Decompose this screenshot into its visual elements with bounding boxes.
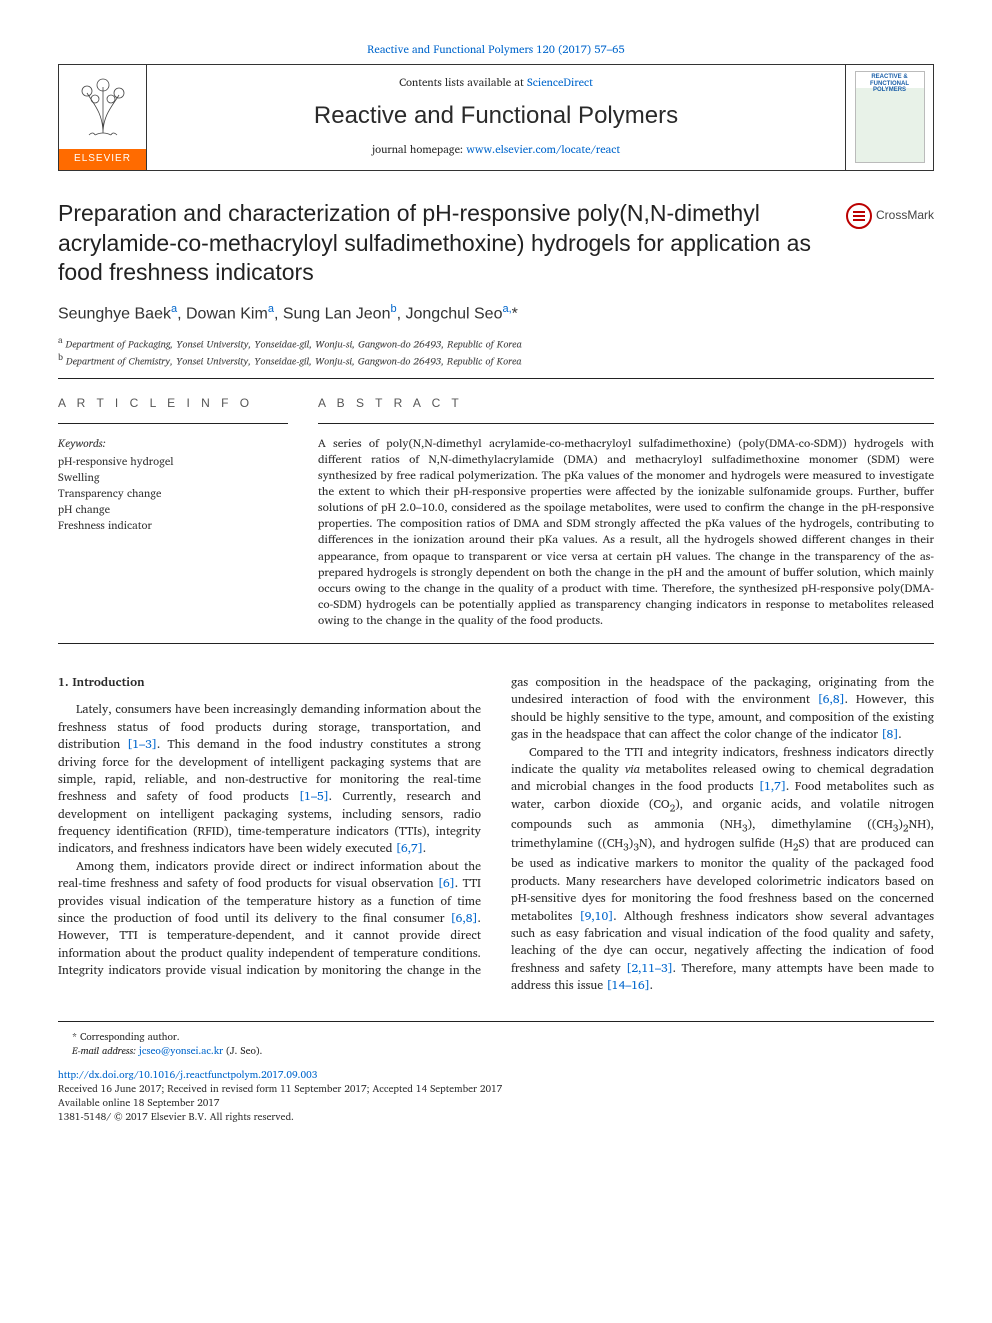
citation-ref[interactable]: [1–5] bbox=[299, 787, 329, 806]
email-label: E-mail address: bbox=[72, 1043, 139, 1059]
email-attrib: (J. Seo). bbox=[223, 1043, 262, 1059]
contents-line: Contents lists available at ScienceDirec… bbox=[159, 75, 833, 91]
received-line: Received 16 June 2017; Received in revis… bbox=[58, 1082, 934, 1096]
cover-thumb-block: REACTIVE & FUNCTIONAL POLYMERS bbox=[845, 65, 933, 170]
issn-copyright: 1381-5148/ © 2017 Elsevier B.V. All righ… bbox=[58, 1110, 934, 1124]
divider bbox=[318, 423, 934, 424]
authors-line: Seunghye Baeka, Dowan Kima, Sung Lan Jeo… bbox=[58, 302, 934, 326]
journal-header: ELSEVIER Contents lists available at Sci… bbox=[58, 64, 934, 171]
body-paragraph: Compared to the TTI and integrity indica… bbox=[511, 744, 934, 995]
citation-ref[interactable]: [6,8] bbox=[451, 909, 478, 928]
divider bbox=[58, 378, 934, 379]
elsevier-tree-icon bbox=[73, 73, 133, 139]
corr-email-link[interactable]: jcseo@yonsei.ac.kr bbox=[139, 1043, 223, 1059]
affiliations: a Department of Packaging, Yonsei Univer… bbox=[58, 334, 934, 369]
citation-ref[interactable]: [1–3] bbox=[127, 735, 157, 754]
journal-cover-icon: REACTIVE & FUNCTIONAL POLYMERS bbox=[855, 71, 925, 163]
publisher-label: ELSEVIER bbox=[59, 149, 146, 170]
keywords-label: Keywords: bbox=[58, 436, 288, 452]
homepage-line: journal homepage: www.elsevier.com/locat… bbox=[159, 142, 833, 158]
keyword: Freshness indicator bbox=[58, 518, 288, 534]
citation-ref[interactable]: [8] bbox=[881, 725, 898, 744]
publisher-logo-block: ELSEVIER bbox=[59, 65, 147, 170]
cover-title-text: REACTIVE & FUNCTIONAL POLYMERS bbox=[856, 72, 924, 94]
section-title: Introduction bbox=[72, 673, 144, 692]
abstract-label: A B S T R A C T bbox=[318, 395, 934, 412]
citation-ref[interactable]: [6,8] bbox=[818, 690, 845, 709]
body-paragraph: Lately, consumers have been increasingly… bbox=[58, 701, 481, 858]
body-text: 1. Introduction Lately, consumers have b… bbox=[58, 674, 934, 995]
citation-ref[interactable]: [6,7] bbox=[396, 839, 423, 858]
contents-prefix: Contents lists available at bbox=[399, 73, 527, 91]
divider bbox=[58, 423, 288, 424]
section-number: 1. bbox=[58, 673, 69, 692]
article-title: Preparation and characterization of pH-r… bbox=[58, 199, 830, 289]
divider bbox=[58, 643, 934, 644]
affiliation: b Department of Chemistry, Yonsei Univer… bbox=[58, 351, 934, 368]
article-info-label: A R T I C L E I N F O bbox=[58, 395, 288, 412]
crossmark-label: CrossMark bbox=[876, 207, 934, 224]
crossmark-icon bbox=[846, 203, 872, 229]
sciencedirect-link[interactable]: ScienceDirect bbox=[527, 73, 593, 91]
citation-ref[interactable]: [1,7] bbox=[759, 777, 786, 796]
affiliation: a Department of Packaging, Yonsei Univer… bbox=[58, 334, 934, 351]
citation-ref[interactable]: [6] bbox=[438, 874, 455, 893]
crossmark-badge-block[interactable]: CrossMark bbox=[846, 203, 934, 229]
abstract-text: A series of poly(N,N-dimethyl acrylamide… bbox=[318, 436, 934, 629]
citation-ref[interactable]: [9,10] bbox=[580, 907, 614, 926]
footnotes: * Corresponding author. E-mail address: … bbox=[58, 1021, 934, 1124]
section-heading: 1. Introduction bbox=[58, 674, 481, 691]
homepage-prefix: journal homepage: bbox=[372, 140, 466, 158]
citation-ref[interactable]: [14–16] bbox=[607, 976, 650, 995]
keywords-list: pH-responsive hydrogelSwellingTransparen… bbox=[58, 454, 288, 534]
journal-name: Reactive and Functional Polymers bbox=[159, 99, 833, 134]
available-line: Available online 18 September 2017 bbox=[58, 1096, 934, 1110]
homepage-link[interactable]: www.elsevier.com/locate/react bbox=[466, 140, 620, 158]
citation-ref[interactable]: [2,11–3] bbox=[626, 959, 673, 978]
header-citation-link[interactable]: Reactive and Functional Polymers 120 (20… bbox=[367, 40, 624, 58]
